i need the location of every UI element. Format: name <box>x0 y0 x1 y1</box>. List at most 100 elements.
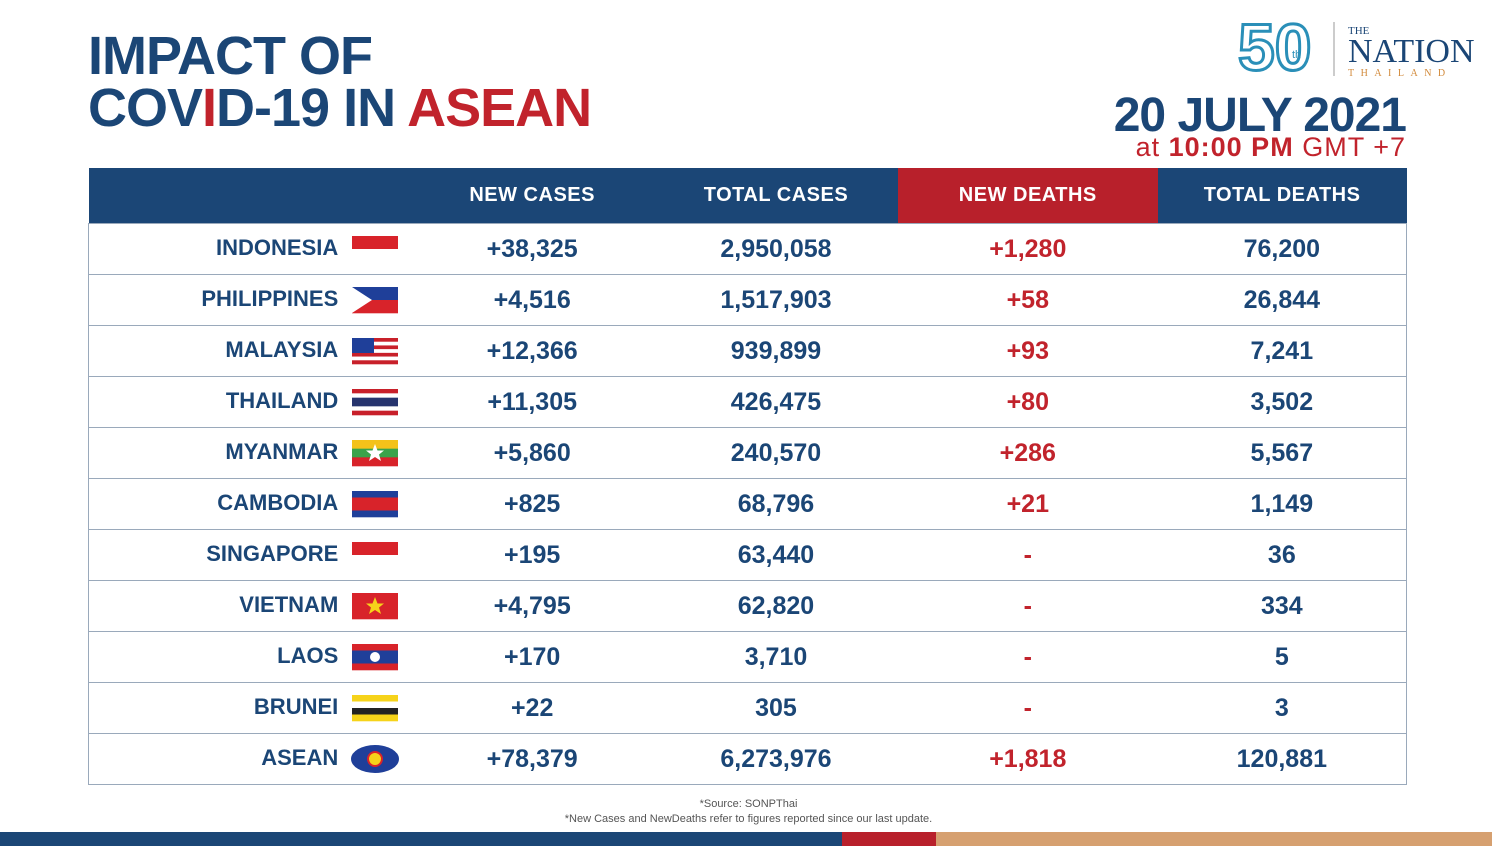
title-line: IMPACT OF <box>88 26 373 86</box>
cell-text: 240,570 <box>730 438 822 467</box>
country-label: ASEAN <box>261 744 339 770</box>
cell-text: +286 <box>999 438 1056 467</box>
table-body: INDONESIA +38,325 2,950,058 +1,280 76,200 PHI… <box>88 223 1407 785</box>
cell-text: 305 <box>755 693 797 722</box>
title-part: COV <box>88 78 203 138</box>
value-cell: +170 <box>410 631 655 683</box>
country-name: PHILIPPINES <box>88 274 411 326</box>
flag-stripe <box>352 402 399 407</box>
cell-text: 1,517,903 <box>720 285 832 314</box>
cell-text: +93 <box>1006 336 1049 365</box>
cell-text: 76,200 <box>1243 234 1321 263</box>
flag-stripe <box>352 410 399 416</box>
title-line: COVID-19 IN ASEAN <box>88 81 592 135</box>
cell-text: 6,273,976 <box>720 744 832 773</box>
cell-text: - <box>1023 642 1032 671</box>
time-clock: 10:00 PM <box>1168 132 1294 162</box>
cell-text: +5,860 <box>493 438 571 467</box>
value-cell: 3,710 <box>654 631 898 683</box>
flag <box>352 593 399 620</box>
flag <box>352 542 399 569</box>
cell-text: +4,516 <box>493 285 571 314</box>
table-row: CAMBODIA +825 68,796 +21 1,149 <box>88 478 1407 530</box>
value-cell: 426,475 <box>654 376 898 428</box>
value-cell: +5,860 <box>410 427 655 479</box>
cell-text: +1,280 <box>989 234 1067 263</box>
cell-text: - <box>1023 693 1032 722</box>
date: 20 JULY 2021 <box>1113 89 1407 142</box>
flag-stripe <box>352 338 399 343</box>
logo-number: 50 <box>1238 12 1311 82</box>
table-row: THAILAND +11,305 426,475 +80 3,502 <box>88 376 1407 428</box>
cell-text: - <box>1023 540 1032 569</box>
flag-shape <box>370 652 381 662</box>
cell-text: 5,567 <box>1250 438 1314 467</box>
value-cell: 68,796 <box>654 478 898 530</box>
country-name: CAMBODIA <box>88 478 411 530</box>
cell-text: +22 <box>510 693 554 722</box>
value-cell: 120,881 <box>1157 733 1407 785</box>
country-label: LAOS <box>277 642 339 668</box>
flag-stripe <box>352 497 399 505</box>
time: at 10:00 PM GMT +7 <box>1136 132 1406 163</box>
title-part: I <box>202 78 217 138</box>
table-row: MALAYSIA +12,366 939,899 +93 7,241 <box>88 325 1407 377</box>
flag <box>352 644 399 671</box>
flag-stripe <box>352 695 399 702</box>
cell-text: 36 <box>1267 540 1296 569</box>
flag <box>352 491 399 518</box>
flag <box>352 695 399 722</box>
table-row: BRUNEI +22 305 - 3 <box>88 682 1407 734</box>
cell-text: 68,796 <box>737 489 815 518</box>
title-part: D-19 IN <box>216 78 408 138</box>
value-cell: 3 <box>1157 682 1407 734</box>
data-table: NEW CASES TOTAL CASES NEW DEATHS TOTAL DEAT… <box>88 168 1407 785</box>
cell-text: 26,844 <box>1243 285 1321 314</box>
cell-text: 939,899 <box>730 336 822 365</box>
cell-text: +195 <box>504 540 561 569</box>
cell-text: 2,950,058 <box>720 234 832 263</box>
cell-text: 1,149 <box>1250 489 1314 518</box>
value-cell: +12,366 <box>410 325 655 377</box>
value-cell: 5,567 <box>1157 427 1407 479</box>
value-cell: 6,273,976 <box>654 733 898 785</box>
cell-text: - <box>1023 591 1032 620</box>
flag-stripe <box>352 457 399 467</box>
logo-country: THAILAND <box>1348 68 1452 79</box>
country-label: INDONESIA <box>216 234 339 260</box>
title-part: ASEAN <box>407 78 592 138</box>
table-row: VIETNAM +4,795 62,820 - 334 <box>88 580 1407 632</box>
value-cell: +78,379 <box>410 733 655 785</box>
value-cell: 305 <box>654 682 898 734</box>
table-row: SINGAPORE +195 63,440 - 36 <box>88 529 1407 581</box>
cell-text: 120,881 <box>1236 744 1328 773</box>
flag <box>352 440 399 467</box>
flag-stripe <box>352 345 399 350</box>
time-zone: GMT +7 <box>1302 132 1406 162</box>
country-label: VIETNAM <box>239 591 339 617</box>
flag-shape <box>352 338 375 353</box>
source-note: *Source: SONPThai <box>699 798 798 810</box>
value-cell: +286 <box>897 427 1158 479</box>
logo-suffix: th <box>1292 49 1301 61</box>
header-cell: TOTAL CASES <box>654 168 898 224</box>
country-label: CAMBODIA <box>217 489 339 515</box>
country-name: SINGAPORE <box>88 529 411 581</box>
table-row: INDONESIA +38,325 2,950,058 +1,280 76,200 <box>88 223 1407 275</box>
country-name: LAOS <box>88 631 411 683</box>
flag-stripe <box>352 236 399 250</box>
logo: 50 th THE NATION THAILAND <box>1237 12 1475 82</box>
country-name: ASEAN <box>88 733 411 785</box>
cell-text: 3,710 <box>744 642 808 671</box>
country-name: VIETNAM <box>88 580 411 632</box>
header-cell: TOTAL DEATHS <box>1157 168 1407 224</box>
value-cell: 5 <box>1157 631 1407 683</box>
footnote: *New Cases and NewDeaths refer to figure… <box>564 813 933 825</box>
flag-stripe <box>352 663 399 671</box>
country-label: MYANMAR <box>225 438 339 464</box>
value-cell: +11,305 <box>410 376 655 428</box>
bar-tan <box>936 832 1492 846</box>
flag-shape <box>367 751 384 767</box>
flag-stripe <box>352 249 399 263</box>
flag-stripe <box>352 708 399 715</box>
